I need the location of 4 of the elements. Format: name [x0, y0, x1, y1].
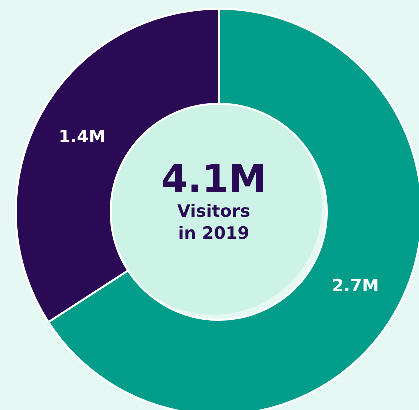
text: Visitors in 2019	[176, 201, 252, 245]
data-label: 2.7M	[332, 276, 380, 296]
data-label: 1.4M	[58, 128, 106, 148]
text: 4.1M	[160, 157, 268, 201]
